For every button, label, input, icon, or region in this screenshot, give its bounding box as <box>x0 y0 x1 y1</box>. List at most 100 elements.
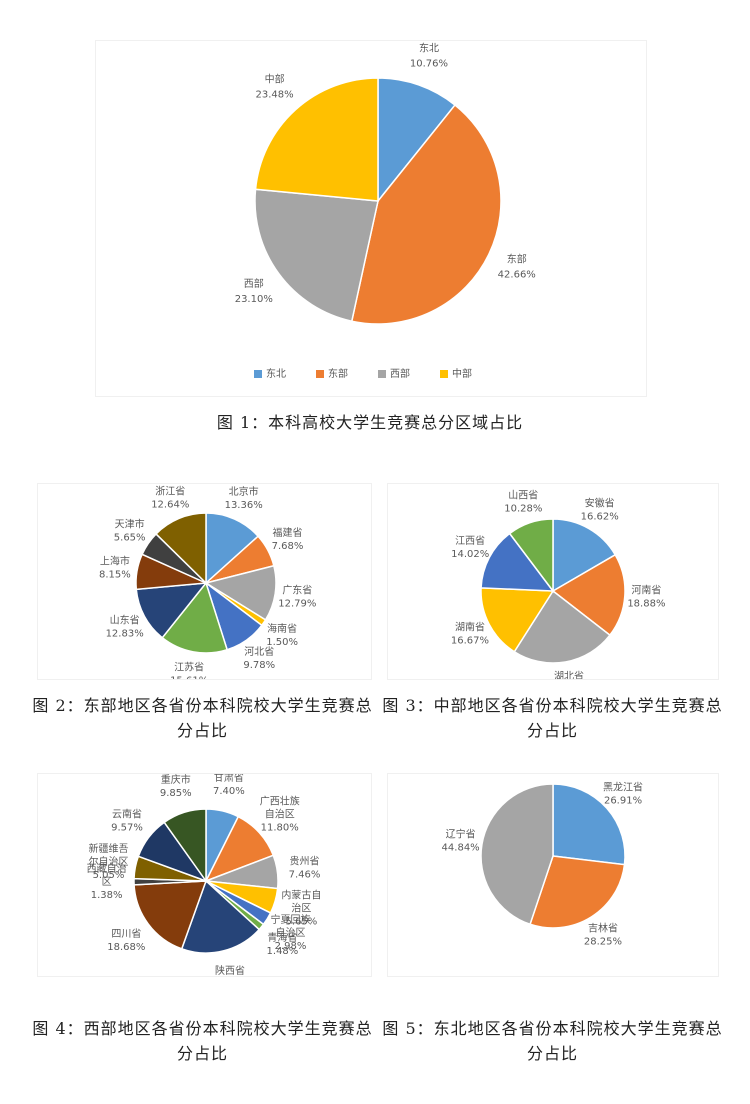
slice-value: 23.10% <box>235 294 273 305</box>
chart-frame: 北京市 13.36% 福建省 7.68% 广东省 12.79% 海南省 1.50% 河北省 9.7… <box>37 483 372 680</box>
pie-slice <box>480 532 555 592</box>
pie-slice <box>529 855 626 929</box>
slice-value: 18.68% <box>107 942 145 953</box>
slice-value: 2.98% <box>275 941 307 952</box>
slice-label: 上海市 <box>100 554 130 567</box>
legend-label: 中部 <box>452 367 472 380</box>
slice-label: 陕西省 <box>215 964 245 976</box>
slice-label: 广西壮族自治区 <box>260 794 300 820</box>
pie-slice <box>480 783 554 926</box>
pie-slice <box>254 77 379 202</box>
slice-label: 云南省 <box>112 807 142 820</box>
legend-label: 东部 <box>328 367 348 380</box>
pie-slice <box>155 512 207 585</box>
chart: 安徽省16.62%河南省18.88%湖北省23.53%湖南省16.67%江西省1… <box>451 489 666 679</box>
slice-value: 10.76% <box>410 58 448 69</box>
pie-slice <box>350 104 502 325</box>
slice-label: 吉林省 <box>588 922 618 935</box>
slice-label: 江苏省 <box>174 660 204 673</box>
slice-label: 西藏自治区 <box>87 862 127 888</box>
slice-label: 天津市 <box>115 517 145 530</box>
slice-label: 贵州省 <box>290 855 320 868</box>
slice-label: 北京市 <box>229 485 259 498</box>
slice-label: 宁夏回族自治区 <box>271 913 311 939</box>
slice-value: 1.48% <box>267 946 299 957</box>
legend-swatch <box>254 370 262 378</box>
slice-label: 甘肃省 <box>214 774 244 784</box>
slice-label: 福建省 <box>273 526 303 539</box>
slice-value: 42.66% <box>498 270 536 281</box>
slice-value: 44.84% <box>442 842 480 853</box>
slice-value: 16.62% <box>581 511 619 522</box>
slice-label: 西部 <box>244 277 264 290</box>
slice-label: 湖南省 <box>455 621 485 634</box>
slice-label: 东北 <box>419 41 439 54</box>
slice-label: 东部 <box>507 253 527 266</box>
slice-value: 9.85% <box>160 788 192 799</box>
slice-label: 河北省 <box>244 645 274 658</box>
pie-slice <box>254 188 379 323</box>
slice-value: 15.61% <box>170 675 208 679</box>
slice-value: 28.25% <box>584 937 622 948</box>
slice-value: 1.38% <box>91 890 123 901</box>
legend-label: 东北 <box>266 367 286 380</box>
slice-label: 海南省 <box>267 622 297 635</box>
chart-frame: 安徽省16.62%河南省18.88%湖北省23.53%湖南省16.67%江西省1… <box>387 483 719 680</box>
pie-slice <box>204 564 277 621</box>
slice-label: 河南省 <box>631 584 661 597</box>
pie-slice <box>552 518 617 593</box>
caption: 图 1：本科高校大学生竞赛总分区域占比 <box>216 413 524 432</box>
slice-label: 中部 <box>265 73 285 86</box>
slice-value: 5.65% <box>286 917 318 928</box>
slice-value: 5.65% <box>114 532 146 543</box>
caption: 图 4：西部地区各省份本科院校大学生竞赛总分占比 <box>32 1019 373 1063</box>
slice-value: 7.40% <box>213 786 245 797</box>
legend-swatch <box>316 370 324 378</box>
slice-value: 12.83% <box>106 628 144 639</box>
slice-label: 重庆市 <box>161 774 191 786</box>
slice-value: 5.05% <box>93 870 125 881</box>
pie-slice <box>205 512 260 585</box>
pie-slice <box>552 783 626 866</box>
slice-label: 山西省 <box>508 489 538 502</box>
slice-label: 浙江省 <box>155 484 185 497</box>
slice-value: 7.46% <box>289 870 321 881</box>
chart-frame: 东北 10.76% 东部 42.66% 西部 23.10% 中部 23.48% 东北 东部 西部 中部 <box>95 40 647 397</box>
slice-value: 12.79% <box>278 599 316 610</box>
chart: 北京市 13.36% 福建省 7.68% 广东省 12.79% 海南省 1.50%河北省 9.7… <box>99 484 316 679</box>
slice-value: 7.68% <box>272 541 304 552</box>
pie-slice <box>508 518 554 594</box>
slice-value: 12.64% <box>151 499 189 510</box>
slice-value: 11.80% <box>261 822 299 833</box>
pie-slice <box>480 587 555 653</box>
slice-label: 四川省 <box>111 927 141 940</box>
chart: 甘肃省 7.40% 广西壮族自治区 11.80% 贵州省 7.46% 内蒙古自治区 5.65%… <box>87 774 322 976</box>
pie-slice <box>551 553 626 637</box>
pie-slice <box>377 77 457 204</box>
slice-label: 广东省 <box>282 584 312 597</box>
legend-swatch <box>440 370 448 378</box>
slice-value: 26.91% <box>604 795 642 806</box>
slice-value: 23.48% <box>256 90 294 101</box>
slice-label: 内蒙古自治区 <box>281 889 321 915</box>
caption: 图 2：东部地区各省份本科院校大学生竞赛总分占比 <box>32 696 373 740</box>
slice-label: 青海省 <box>267 931 297 944</box>
legend-label: 西部 <box>390 367 410 380</box>
slice-label: 江西省 <box>455 534 485 547</box>
caption: 图 5：东北地区各省份本科院校大学生竞赛总分占比 <box>382 1019 723 1063</box>
slice-label: 辽宁省 <box>446 827 476 840</box>
slice-label: 黑龙江省 <box>603 780 643 793</box>
slice-label: 湖北省 <box>554 670 584 679</box>
slice-value: 9.78% <box>243 660 275 671</box>
slice-label: 新疆维吾尔自治区 <box>88 842 128 868</box>
slice-value: 10.28% <box>504 504 542 515</box>
pie-slice <box>513 589 611 664</box>
chart: 黑龙江省 26.91% 吉林省 28.25% 辽宁省 44.84% <box>442 780 643 948</box>
pie-slice <box>180 879 261 954</box>
slice-value: 13.36% <box>225 500 263 511</box>
legend-swatch <box>378 370 386 378</box>
slice-value: 16.67% <box>451 636 489 647</box>
slice-value: 14.02% <box>451 549 489 560</box>
